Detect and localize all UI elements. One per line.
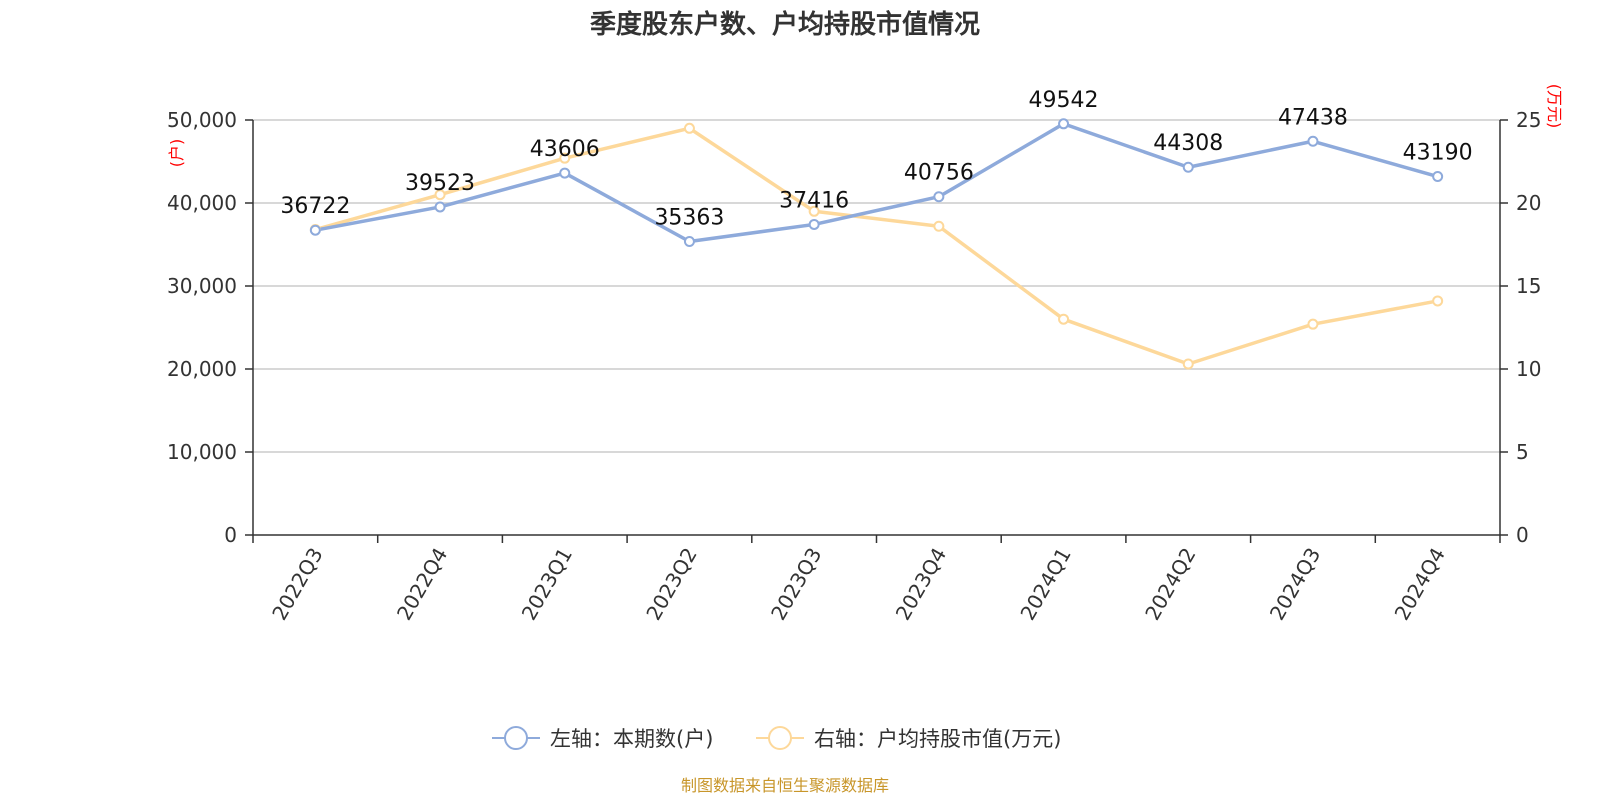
left-axis-tick-label: 20,000 bbox=[167, 357, 237, 381]
data-label: 49542 bbox=[1029, 88, 1099, 113]
data-point bbox=[808, 218, 820, 230]
right-axis-tick-label: 25 bbox=[1516, 108, 1541, 132]
data-label: 44308 bbox=[1153, 131, 1223, 156]
right-axis-tick-label: 5 bbox=[1516, 440, 1529, 464]
x-axis-category-label: 2024Q2 bbox=[1140, 544, 1200, 625]
left-axis-unit: (户) bbox=[167, 139, 186, 168]
data-label: 43190 bbox=[1403, 141, 1473, 166]
left-axis-tick-label: 40,000 bbox=[167, 191, 237, 215]
legend: 左轴：本期数(户) 右轴：户均持股市值(万元) bbox=[492, 726, 1061, 751]
series-points bbox=[309, 118, 1444, 370]
data-point bbox=[434, 201, 446, 213]
left-axis-tick-label: 30,000 bbox=[167, 274, 237, 298]
chart-title: 季度股东户数、户均持股市值情况 bbox=[590, 9, 980, 40]
series-lines bbox=[313, 122, 1440, 366]
x-axis-category-label: 2024Q4 bbox=[1390, 544, 1450, 625]
data-point bbox=[933, 220, 945, 232]
right-axis-tick-label: 20 bbox=[1516, 191, 1541, 215]
data-point bbox=[1307, 135, 1319, 147]
left-axis-tick-label: 50,000 bbox=[167, 108, 237, 132]
right-axis-tick-label: 15 bbox=[1516, 274, 1541, 298]
data-point bbox=[1432, 171, 1444, 183]
legend-marker-0 bbox=[504, 726, 528, 750]
data-label: 35363 bbox=[654, 205, 724, 230]
data-point bbox=[1058, 118, 1070, 130]
data-point bbox=[1182, 161, 1194, 173]
right-axis-tick-label: 0 bbox=[1516, 523, 1529, 547]
gridlines bbox=[253, 119, 1500, 453]
data-label: 40756 bbox=[904, 161, 974, 186]
data-label: 37416 bbox=[779, 188, 849, 213]
data-point bbox=[808, 205, 820, 217]
data-label: 36722 bbox=[280, 194, 350, 219]
x-axis-category-label: 2022Q3 bbox=[267, 544, 327, 625]
data-point bbox=[434, 189, 446, 201]
data-point bbox=[1058, 313, 1070, 325]
series-line-1 bbox=[313, 126, 1440, 366]
x-axis-category-label: 2023Q4 bbox=[891, 544, 951, 625]
data-point bbox=[683, 122, 695, 134]
left-axis-tick-label: 10,000 bbox=[167, 440, 237, 464]
data-label: 39523 bbox=[405, 171, 475, 196]
legend-label-1: 右轴：户均持股市值(万元) bbox=[814, 727, 1061, 751]
data-label: 47438 bbox=[1278, 105, 1348, 130]
data-label: 43606 bbox=[530, 137, 600, 162]
data-point bbox=[559, 167, 571, 179]
data-point bbox=[559, 152, 571, 164]
source-note: 制图数据来自恒生聚源数据库 bbox=[681, 776, 889, 795]
legend-marker-1 bbox=[768, 726, 792, 750]
data-point bbox=[1432, 295, 1444, 307]
x-axis-category-label: 2023Q2 bbox=[641, 544, 701, 625]
series-line-0 bbox=[313, 122, 1440, 244]
axes: 010,00020,00030,00040,00050,000051015202… bbox=[167, 108, 1541, 624]
x-axis-category-label: 2024Q3 bbox=[1265, 544, 1325, 625]
x-axis-category-label: 2023Q1 bbox=[517, 544, 577, 625]
legend-label-0: 左轴：本期数(户) bbox=[550, 727, 713, 751]
x-axis-category-label: 2024Q1 bbox=[1015, 544, 1075, 625]
x-axis-category-label: 2023Q3 bbox=[766, 544, 826, 625]
data-labels: 36722 39523 43606 35363 37416 40756 49542 44308… bbox=[280, 88, 1472, 231]
data-point bbox=[309, 224, 321, 236]
right-axis-unit: (万元) bbox=[1545, 84, 1564, 129]
left-axis-tick-label: 0 bbox=[224, 523, 237, 547]
x-axis-category-label: 2022Q4 bbox=[392, 544, 452, 625]
data-point bbox=[1182, 358, 1194, 370]
data-point bbox=[683, 235, 695, 247]
data-point bbox=[933, 191, 945, 203]
data-point bbox=[1307, 318, 1319, 330]
right-axis-tick-label: 10 bbox=[1516, 357, 1541, 381]
